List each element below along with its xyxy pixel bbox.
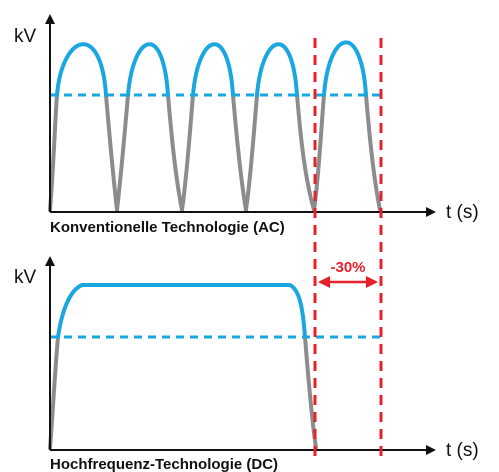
bottom-panel: kV t (s) Hochfrequenz-Technologie (DC)	[14, 256, 479, 472]
top-panel: kV t (s) Konventionelle Technologie (AC)	[14, 14, 479, 236]
dc-waveform-plateau	[56, 283, 307, 339]
bottom-y-axis-label: kV	[14, 267, 37, 288]
reduction-label: -30%	[330, 259, 365, 276]
top-y-axis-label: kV	[14, 26, 37, 47]
ac-waveform-peaks	[55, 40, 368, 97]
ac-waveform-lower	[48, 93, 382, 212]
dc-waveform-lower	[48, 335, 318, 450]
comparison-markers: -30%	[313, 38, 383, 458]
bottom-panel-caption: Hochfrequenz-Technologie (DC)	[50, 456, 278, 472]
top-x-axis-label: t (s)	[446, 202, 479, 223]
top-panel-caption: Konventionelle Technologie (AC)	[50, 219, 285, 236]
bottom-x-axis-label: t (s)	[446, 440, 479, 461]
